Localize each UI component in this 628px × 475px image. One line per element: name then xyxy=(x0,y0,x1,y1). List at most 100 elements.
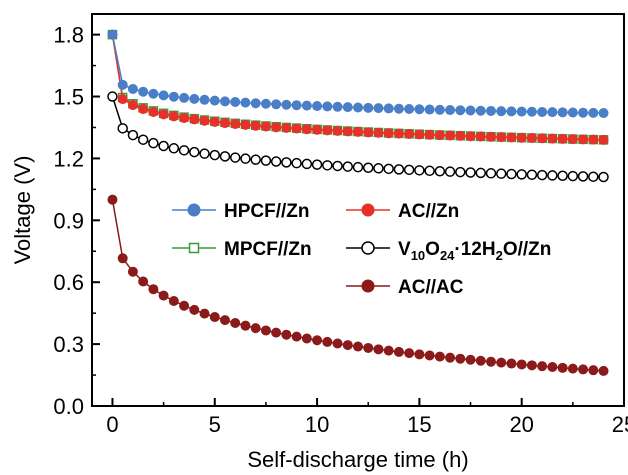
data-point xyxy=(363,102,374,113)
legend-label-part: 24 xyxy=(440,248,455,263)
data-point xyxy=(342,340,353,351)
y-tick-label: 1.2 xyxy=(53,146,84,171)
legend-label: V10O24·12H2O//Zn xyxy=(398,239,551,263)
data-point xyxy=(240,119,251,130)
data-point xyxy=(189,304,200,315)
data-point xyxy=(598,108,609,119)
data-point xyxy=(342,161,354,172)
data-point xyxy=(178,145,190,156)
data-point xyxy=(588,107,599,118)
data-point xyxy=(158,90,169,101)
data-point xyxy=(588,365,599,376)
legend-label: HPCF//Zn xyxy=(224,201,310,222)
data-point xyxy=(117,253,128,264)
data-point xyxy=(312,335,323,346)
data-point xyxy=(424,129,435,140)
data-point xyxy=(578,134,589,145)
data-point xyxy=(117,94,128,105)
data-point xyxy=(301,158,313,170)
data-point xyxy=(260,98,271,109)
data-point xyxy=(506,106,517,117)
data-point xyxy=(506,168,517,180)
legend-label-part: O//Zn xyxy=(503,239,552,260)
y-tick-label: 0.9 xyxy=(53,208,84,233)
legend-entry-0: HPCF//Zn xyxy=(172,201,310,222)
data-point xyxy=(209,312,220,323)
data-point xyxy=(291,100,302,111)
data-point xyxy=(230,318,241,329)
data-point xyxy=(445,130,456,141)
data-point xyxy=(383,345,394,356)
data-point xyxy=(301,333,312,344)
data-point xyxy=(311,159,323,170)
legend-label: MPCF//Zn xyxy=(224,239,312,260)
data-point xyxy=(127,83,138,94)
y-tick-label: 1.8 xyxy=(53,23,84,48)
data-point xyxy=(414,129,425,140)
data-point xyxy=(373,163,384,174)
data-point xyxy=(189,114,200,125)
data-point xyxy=(332,101,343,112)
data-point xyxy=(445,352,456,363)
data-point xyxy=(138,104,149,115)
data-point xyxy=(271,122,282,133)
data-point xyxy=(516,359,527,370)
data-point xyxy=(312,101,323,112)
data-point xyxy=(271,327,282,338)
legend-label-part: ·12H xyxy=(454,239,495,260)
data-point xyxy=(363,342,374,353)
data-point xyxy=(230,118,241,129)
data-point xyxy=(291,157,302,169)
data-point xyxy=(506,132,517,143)
data-point xyxy=(220,315,230,326)
data-point xyxy=(588,134,599,145)
data-point xyxy=(414,165,425,176)
series-3 xyxy=(107,91,609,183)
data-point xyxy=(240,97,251,108)
data-point xyxy=(516,169,527,180)
data-point xyxy=(485,168,497,179)
data-point xyxy=(281,99,292,110)
data-point xyxy=(516,106,527,117)
data-point xyxy=(209,116,220,127)
series-0 xyxy=(107,29,609,119)
data-point xyxy=(240,153,251,164)
data-point xyxy=(383,103,394,114)
data-point xyxy=(496,357,507,368)
data-point xyxy=(362,162,374,174)
data-point xyxy=(127,129,139,141)
data-point xyxy=(403,164,415,176)
data-point xyxy=(271,99,282,110)
legend-marker xyxy=(361,241,375,255)
data-point xyxy=(547,107,558,118)
legend-marker xyxy=(187,203,201,217)
data-point xyxy=(148,88,159,99)
data-point xyxy=(250,98,261,109)
data-point xyxy=(557,362,568,373)
data-point xyxy=(404,103,415,114)
data-point xyxy=(107,91,118,102)
data-point xyxy=(342,102,353,113)
series-1 xyxy=(107,29,609,145)
data-point xyxy=(168,295,179,306)
data-point xyxy=(393,346,404,357)
data-point xyxy=(250,154,261,165)
data-point xyxy=(270,156,282,167)
data-point xyxy=(475,355,486,366)
data-point xyxy=(598,134,609,145)
data-point xyxy=(578,107,589,118)
data-point xyxy=(199,148,210,159)
data-point xyxy=(127,100,138,111)
data-point xyxy=(414,349,425,360)
y-tick-label: 0.3 xyxy=(53,332,84,357)
data-point xyxy=(220,96,230,107)
legend-entry-3: V10O24·12H2O//Zn xyxy=(346,239,551,263)
data-point xyxy=(383,163,394,175)
data-point xyxy=(455,130,466,141)
data-point xyxy=(486,105,496,116)
data-point xyxy=(107,29,118,40)
data-point xyxy=(168,143,180,154)
data-point xyxy=(383,128,394,139)
data-point xyxy=(168,91,179,102)
data-point xyxy=(332,338,343,349)
